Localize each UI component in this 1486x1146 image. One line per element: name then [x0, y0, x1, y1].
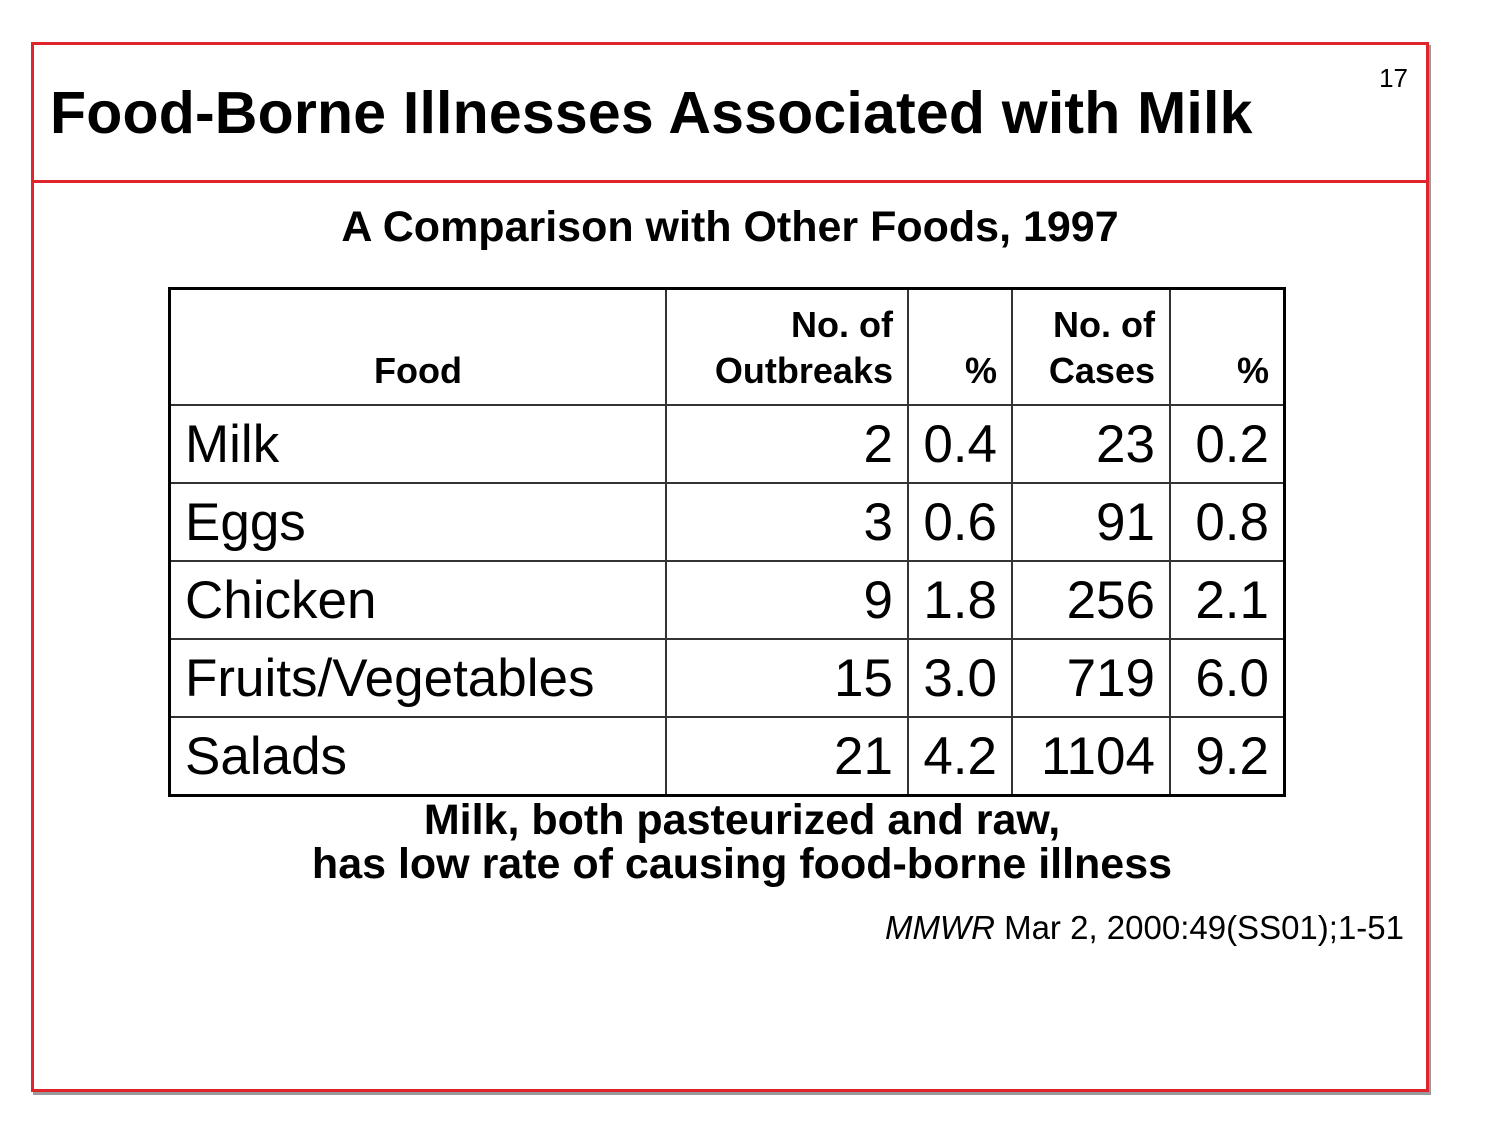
conclusion-text: Milk, both pasteurized and raw, has low … [34, 796, 1450, 888]
table-body: Milk 2 0.4 23 0.2 Eggs 3 0.6 91 0.8 Chic… [168, 404, 1286, 797]
cell-outbreaks-percent: 1.8 [907, 560, 1013, 640]
header-outbreaks-percent: % [907, 287, 1013, 406]
slide: Food-Borne Illnesses Associated with Mil… [31, 42, 1429, 1092]
cell-outbreaks: 9 [665, 560, 909, 640]
header-cases-percent: % [1169, 287, 1286, 406]
table-row: Fruits/Vegetables 15 3.0 719 6.0 [168, 638, 1286, 718]
cell-food: Salads [168, 716, 667, 797]
citation-journal: MMWR [884, 909, 995, 946]
cell-cases-percent: 6.0 [1169, 638, 1286, 718]
cell-outbreaks-percent: 0.4 [907, 404, 1013, 484]
table-subtitle: A Comparison with Other Foods, 1997 [341, 203, 1119, 251]
cell-outbreaks: 2 [665, 404, 909, 484]
table-row: Milk 2 0.4 23 0.2 [168, 404, 1286, 484]
cell-outbreaks: 21 [665, 716, 909, 797]
cell-cases-percent: 0.8 [1169, 482, 1286, 562]
cell-outbreaks: 3 [665, 482, 909, 562]
slide-number: 17 [1379, 63, 1408, 93]
slide-title: Food-Borne Illnesses Associated with Mil… [50, 80, 1253, 146]
cell-outbreaks-percent: 3.0 [907, 638, 1013, 718]
conclusion-line-1: Milk, both pasteurized and raw, [423, 796, 1061, 844]
cell-cases-percent: 0.2 [1169, 404, 1286, 484]
header-divider [34, 180, 1426, 183]
cell-cases: 719 [1011, 638, 1171, 718]
table-row: Eggs 3 0.6 91 0.8 [168, 482, 1286, 562]
cell-cases: 91 [1011, 482, 1171, 562]
cell-cases-percent: 9.2 [1169, 716, 1286, 797]
citation: MMWR Mar 2, 2000:49(SS01);1-51 [885, 909, 1404, 947]
header-row: Food No. of Outbreaks % No. of Cases % [168, 287, 1286, 406]
cell-food: Fruits/Vegetables [168, 638, 667, 718]
cell-outbreaks-percent: 0.6 [907, 482, 1013, 562]
cell-food: Eggs [168, 482, 667, 562]
cell-food: Chicken [168, 560, 667, 640]
table-row: Chicken 9 1.8 256 2.1 [168, 560, 1286, 640]
cell-cases: 23 [1011, 404, 1171, 484]
cell-outbreaks-percent: 4.2 [907, 716, 1013, 797]
food-comparison-table: Food No. of Outbreaks % No. of Cases % Mil… [168, 287, 1286, 797]
cell-outbreaks: 15 [665, 638, 909, 718]
header-food: Food [168, 287, 667, 406]
table-row: Salads 21 4.2 1104 9.2 [168, 716, 1286, 797]
citation-reference: Mar 2, 2000:49(SS01);1-51 [994, 909, 1404, 946]
cell-cases-percent: 2.1 [1169, 560, 1286, 640]
header-cases: No. of Cases [1011, 287, 1171, 406]
cell-cases: 1104 [1011, 716, 1171, 797]
cell-food: Milk [168, 404, 667, 484]
header-outbreaks: No. of Outbreaks [665, 287, 909, 406]
cell-cases: 256 [1011, 560, 1171, 640]
table-header: Food No. of Outbreaks % No. of Cases % [168, 287, 1286, 406]
conclusion-line-2: has low rate of causing food-borne illne… [311, 839, 1173, 888]
